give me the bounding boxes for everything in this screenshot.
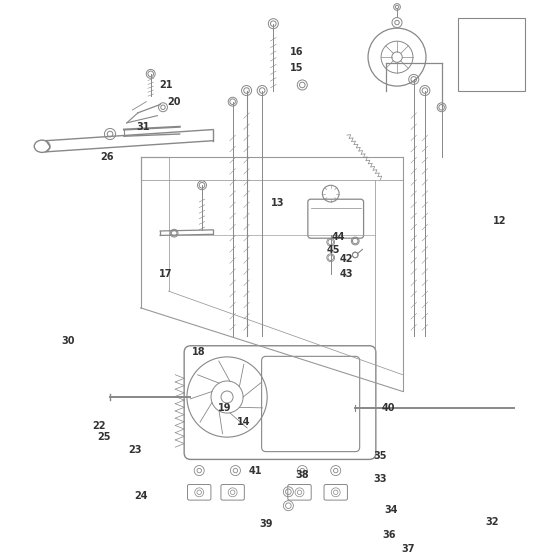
Text: 32: 32: [485, 517, 498, 528]
Text: 12: 12: [493, 217, 507, 226]
Text: 26: 26: [100, 152, 114, 162]
Text: 40: 40: [382, 403, 395, 413]
Text: 24: 24: [134, 491, 147, 501]
Text: 13: 13: [270, 198, 284, 208]
Text: 21: 21: [159, 80, 172, 90]
Text: 22: 22: [92, 421, 106, 431]
Text: 18: 18: [193, 347, 206, 357]
Text: 30: 30: [62, 337, 75, 346]
Text: 37: 37: [402, 544, 415, 554]
Text: 43: 43: [340, 269, 353, 279]
Text: 44: 44: [332, 231, 346, 241]
Text: 31: 31: [137, 122, 150, 132]
Text: 17: 17: [159, 269, 172, 279]
Text: 34: 34: [385, 505, 398, 515]
Text: 42: 42: [340, 254, 353, 264]
Text: 14: 14: [237, 417, 250, 427]
Text: 15: 15: [290, 63, 304, 73]
Text: 23: 23: [128, 445, 142, 455]
Text: 19: 19: [217, 403, 231, 413]
Text: 35: 35: [374, 451, 387, 460]
Bar: [458, 18, 525, 91]
Text: 36: 36: [382, 530, 395, 540]
Text: 39: 39: [259, 519, 273, 529]
Text: 16: 16: [290, 46, 304, 57]
Text: 20: 20: [167, 97, 181, 107]
Text: 38: 38: [296, 470, 309, 480]
Text: 41: 41: [248, 465, 262, 475]
Text: 33: 33: [374, 474, 387, 484]
Text: 25: 25: [98, 432, 111, 442]
Text: 45: 45: [326, 245, 340, 255]
